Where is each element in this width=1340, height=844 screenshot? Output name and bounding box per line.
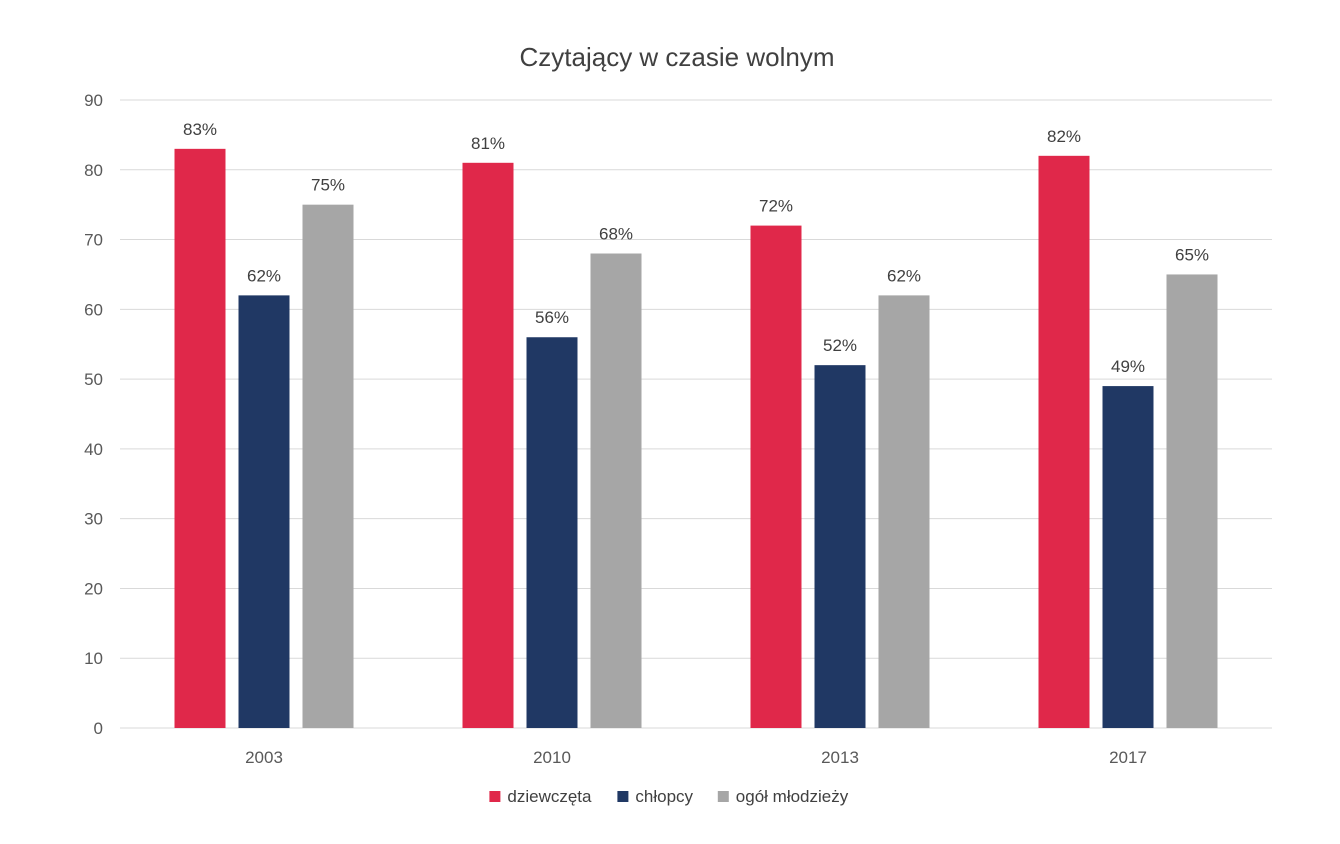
legend-label: dziewczęta: [507, 787, 592, 806]
y-axis-tick-labels: 0 10 20 30 40 50 60 70 80 90: [84, 91, 103, 738]
data-label: 68%: [599, 225, 633, 244]
y-tick-label: 90: [84, 91, 103, 110]
bar-chłopcy-2013: [814, 365, 866, 728]
y-tick-label: 20: [84, 579, 103, 598]
legend-item: dziewczęta: [489, 787, 592, 806]
data-labels: 83% 62% 75% 81% 56% 68% 72% 52% 62% 82% 49% 65%: [183, 120, 1209, 376]
y-tick-label: 70: [84, 231, 103, 250]
bar-chłopcy-2003: [238, 295, 290, 728]
y-tick-label: 30: [84, 510, 103, 529]
bar-chłopcy-2010: [526, 337, 578, 728]
data-label: 81%: [471, 134, 505, 153]
y-tick-label: 0: [94, 719, 103, 738]
legend-label: chłopcy: [635, 787, 693, 806]
data-label: 82%: [1047, 127, 1081, 146]
data-label: 75%: [311, 176, 345, 195]
bar-chłopcy-2017: [1102, 386, 1154, 728]
data-label: 62%: [247, 266, 281, 285]
legend-item: chłopcy: [617, 787, 694, 806]
data-label: 62%: [887, 266, 921, 285]
x-tick-label: 2017: [1109, 748, 1147, 767]
legend-swatch: [617, 791, 629, 802]
bar-dziewczęta-2017: [1038, 155, 1090, 729]
bar-dziewczęta-2013: [750, 225, 802, 728]
bar-ogół-młodzieży-2003: [302, 204, 354, 728]
legend-label: ogół młodzieży: [736, 787, 849, 806]
data-label: 83%: [183, 120, 217, 139]
data-label: 72%: [759, 197, 793, 216]
bar-dziewczęta-2010: [462, 162, 514, 729]
legend-swatch: [489, 791, 501, 802]
data-label: 52%: [823, 336, 857, 355]
x-tick-label: 2003: [245, 748, 283, 767]
gridlines: [120, 99, 1272, 729]
data-label: 65%: [1175, 245, 1209, 264]
bar-ogół-młodzieży-2013: [878, 295, 930, 728]
legend-item: ogół młodzieży: [717, 787, 849, 806]
bar-ogół-młodzieży-2017: [1166, 274, 1218, 728]
x-tick-label: 2013: [821, 748, 859, 767]
bar-ogół-młodzieży-2010: [590, 253, 642, 728]
x-tick-label: 2010: [533, 748, 571, 767]
x-axis-tick-labels: 2003 2010 2013 2017: [245, 748, 1147, 767]
bar-dziewczęta-2003: [174, 148, 226, 728]
bars: [174, 148, 1218, 729]
y-tick-label: 60: [84, 300, 103, 319]
chart-title: Czytający w czasie wolnym: [520, 42, 835, 72]
y-tick-label: 50: [84, 370, 103, 389]
legend: dziewczęta chłopcy ogół młodzieży: [489, 787, 849, 806]
y-tick-label: 10: [84, 649, 103, 668]
y-tick-label: 80: [84, 161, 103, 180]
legend-swatch: [717, 791, 729, 802]
y-tick-label: 40: [84, 440, 103, 459]
data-label: 56%: [535, 308, 569, 327]
data-label: 49%: [1111, 357, 1145, 376]
